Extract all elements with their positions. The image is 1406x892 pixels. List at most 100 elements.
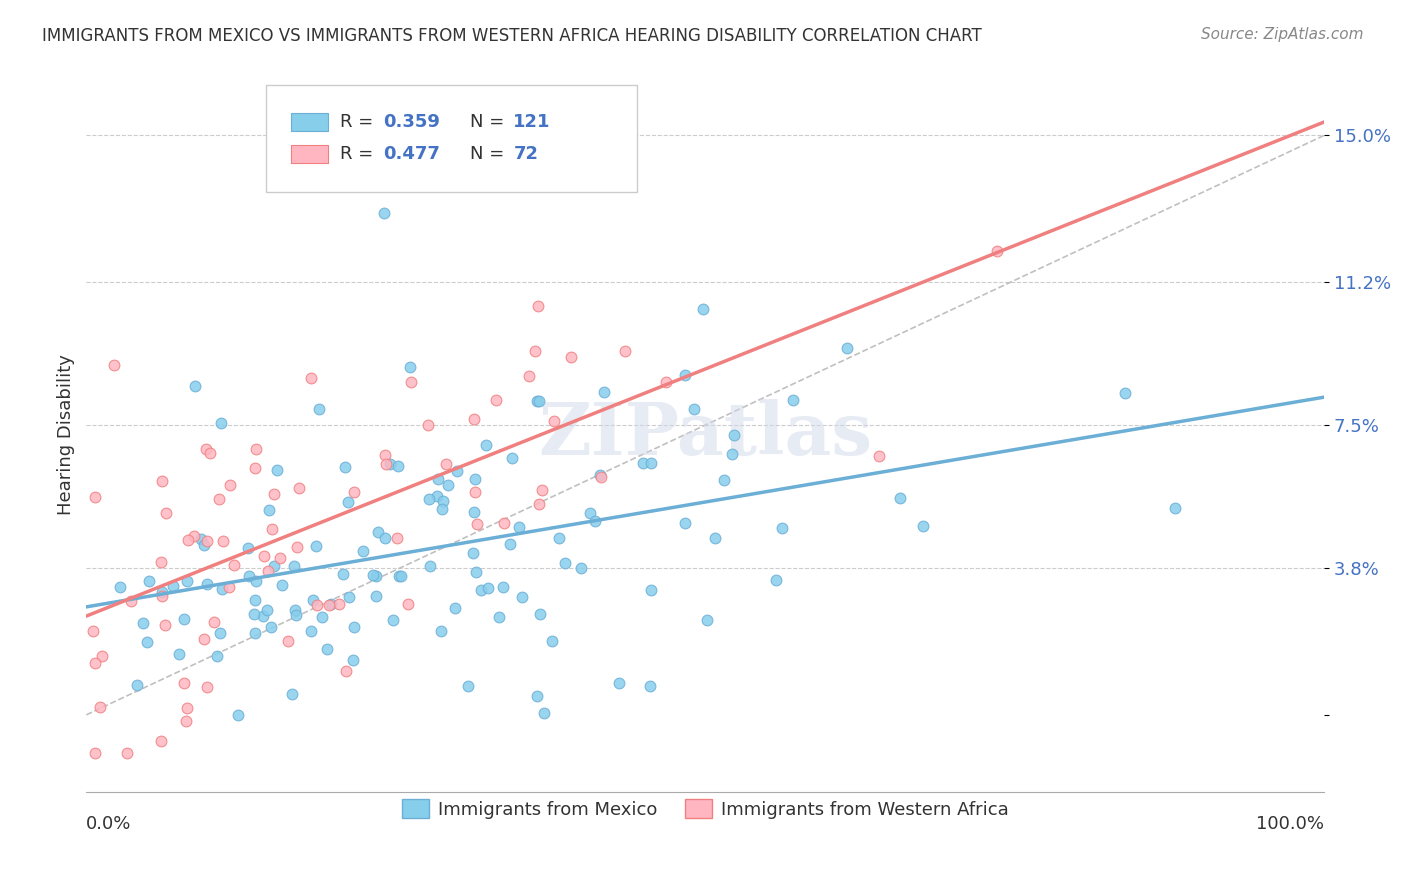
Immigrants from Mexico <box>446 464 468 478</box>
Immigrants from Western Africa <box>396 597 419 611</box>
Immigrants from Western Africa <box>195 442 218 457</box>
Immigrants from Western Africa <box>305 599 328 613</box>
Immigrants from Mexico <box>607 675 630 690</box>
Immigrants from Western Africa <box>200 446 222 460</box>
Immigrants from Mexico <box>673 516 696 530</box>
Immigrants from Western Africa <box>335 664 357 678</box>
Immigrants from Mexico <box>302 593 325 607</box>
Immigrants from Mexico <box>464 472 486 486</box>
Text: 0.359: 0.359 <box>384 112 440 131</box>
Immigrants from Mexico <box>311 609 333 624</box>
Immigrants from Mexico <box>533 706 555 721</box>
Immigrants from Mexico <box>527 394 550 409</box>
Immigrants from Western Africa <box>176 700 198 714</box>
Immigrants from Mexico <box>770 521 793 535</box>
Text: 0.477: 0.477 <box>384 145 440 163</box>
Immigrants from Western Africa <box>655 376 678 390</box>
Immigrants from Western Africa <box>385 531 408 545</box>
Immigrants from Western Africa <box>986 244 1008 258</box>
Immigrants from Mexico <box>361 568 384 582</box>
Immigrants from Western Africa <box>543 414 565 428</box>
Immigrants from Western Africa <box>343 484 366 499</box>
Immigrants from Mexico <box>640 679 662 693</box>
Immigrants from Mexico <box>782 392 804 407</box>
Immigrants from Western Africa <box>288 481 311 495</box>
Immigrants from Mexico <box>209 416 232 430</box>
Immigrants from Western Africa <box>301 109 323 123</box>
Immigrants from Mexico <box>366 568 388 582</box>
Immigrants from Mexico <box>336 494 359 508</box>
Immigrants from Western Africa <box>218 580 240 594</box>
Immigrants from Mexico <box>541 634 564 648</box>
Text: 100.0%: 100.0% <box>1256 815 1324 833</box>
Immigrants from Mexico <box>529 607 551 621</box>
Immigrants from Western Africa <box>257 564 280 578</box>
FancyBboxPatch shape <box>291 145 328 163</box>
Immigrants from Mexico <box>266 463 288 477</box>
Immigrants from Mexico <box>332 566 354 581</box>
Immigrants from Mexico <box>305 539 328 553</box>
Immigrants from Western Africa <box>84 747 107 761</box>
Immigrants from Western Africa <box>318 598 340 612</box>
Immigrants from Western Africa <box>374 448 396 462</box>
Immigrants from Mexico <box>135 634 157 648</box>
Immigrants from Mexico <box>502 450 524 465</box>
Immigrants from Mexico <box>132 616 155 631</box>
Immigrants from Mexico <box>889 491 911 505</box>
Immigrants from Mexico <box>364 589 387 603</box>
Immigrants from Western Africa <box>589 470 612 484</box>
Immigrants from Western Africa <box>243 461 266 475</box>
Immigrants from Western Africa <box>155 506 177 520</box>
Immigrants from Western Africa <box>120 594 142 608</box>
Immigrants from Mexico <box>169 648 191 662</box>
Immigrants from Mexico <box>333 459 356 474</box>
Immigrants from Mexico <box>242 607 264 622</box>
Immigrants from Mexico <box>176 574 198 588</box>
Immigrants from Western Africa <box>153 618 176 632</box>
Immigrants from Western Africa <box>263 487 285 501</box>
Immigrants from Mexico <box>477 582 499 596</box>
Immigrants from Mexico <box>554 557 576 571</box>
Immigrants from Western Africa <box>202 615 225 629</box>
Immigrants from Western Africa <box>150 555 173 569</box>
Immigrants from Mexico <box>211 582 233 596</box>
Immigrants from Western Africa <box>416 418 439 433</box>
Immigrants from Mexico <box>579 506 602 520</box>
Immigrants from Western Africa <box>84 490 107 504</box>
Immigrants from Mexico <box>256 603 278 617</box>
Immigrants from Mexico <box>673 368 696 382</box>
Immigrants from Mexico <box>236 541 259 556</box>
Immigrants from Mexico <box>631 456 654 470</box>
Immigrants from Western Africa <box>91 649 114 664</box>
Text: R =: R = <box>340 145 380 163</box>
Immigrants from Mexico <box>205 648 228 663</box>
Immigrants from Mexico <box>263 559 285 574</box>
Immigrants from Western Africa <box>465 517 488 532</box>
Immigrants from Western Africa <box>560 350 582 364</box>
Immigrants from Mexico <box>342 653 364 667</box>
Immigrants from Western Africa <box>527 299 550 313</box>
Immigrants from Mexico <box>387 569 409 583</box>
Immigrants from Western Africa <box>434 457 457 471</box>
Immigrants from Western Africa <box>195 534 218 549</box>
Immigrants from Western Africa <box>212 534 235 549</box>
Immigrants from Western Africa <box>208 492 231 507</box>
Immigrants from Western Africa <box>245 442 267 456</box>
Immigrants from Mexico <box>110 580 132 594</box>
Immigrants from Mexico <box>432 494 454 508</box>
Immigrants from Mexico <box>508 520 530 534</box>
Immigrants from Mexico <box>426 490 449 504</box>
Immigrants from Mexico <box>640 583 662 598</box>
Text: 121: 121 <box>513 112 551 131</box>
Immigrants from Western Africa <box>262 522 284 536</box>
Immigrants from Mexico <box>510 590 533 604</box>
Immigrants from Western Africa <box>524 343 547 358</box>
Immigrants from Mexico <box>569 561 592 575</box>
Immigrants from Western Africa <box>494 516 516 531</box>
Immigrants from Mexico <box>374 531 396 545</box>
Immigrants from Mexico <box>271 578 294 592</box>
Text: IMMIGRANTS FROM MEXICO VS IMMIGRANTS FROM WESTERN AFRICA HEARING DISABILITY CORR: IMMIGRANTS FROM MEXICO VS IMMIGRANTS FRO… <box>42 27 981 45</box>
Immigrants from Mexico <box>283 559 305 574</box>
Immigrants from Mexico <box>765 573 787 587</box>
Immigrants from Mexico <box>723 428 745 442</box>
